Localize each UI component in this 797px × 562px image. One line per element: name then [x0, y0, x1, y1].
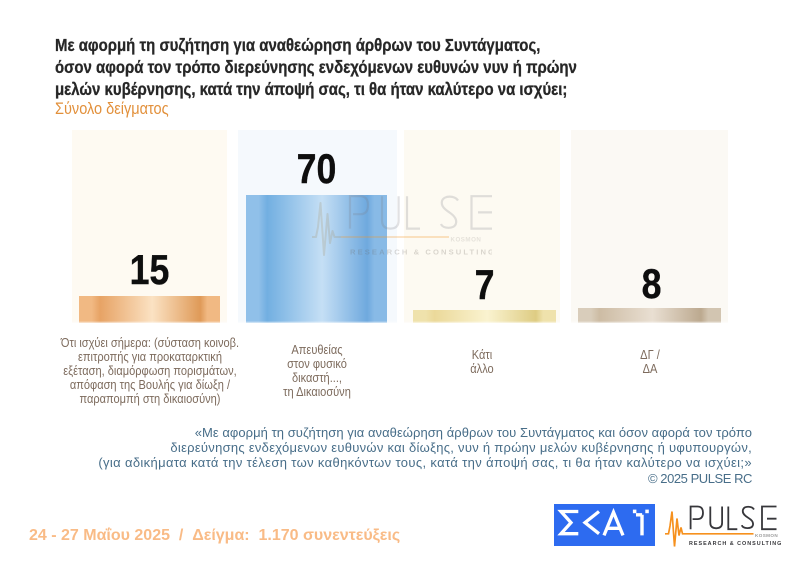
svg-text:KOSMON: KOSMON: [755, 533, 778, 538]
svg-text:KOSMON: KOSMON: [451, 237, 482, 244]
svg-text:RESEARCH & CONSULTING: RESEARCH & CONSULTING: [350, 248, 492, 257]
svg-text:RESEARCH & CONSULTING: RESEARCH & CONSULTING: [689, 541, 782, 547]
